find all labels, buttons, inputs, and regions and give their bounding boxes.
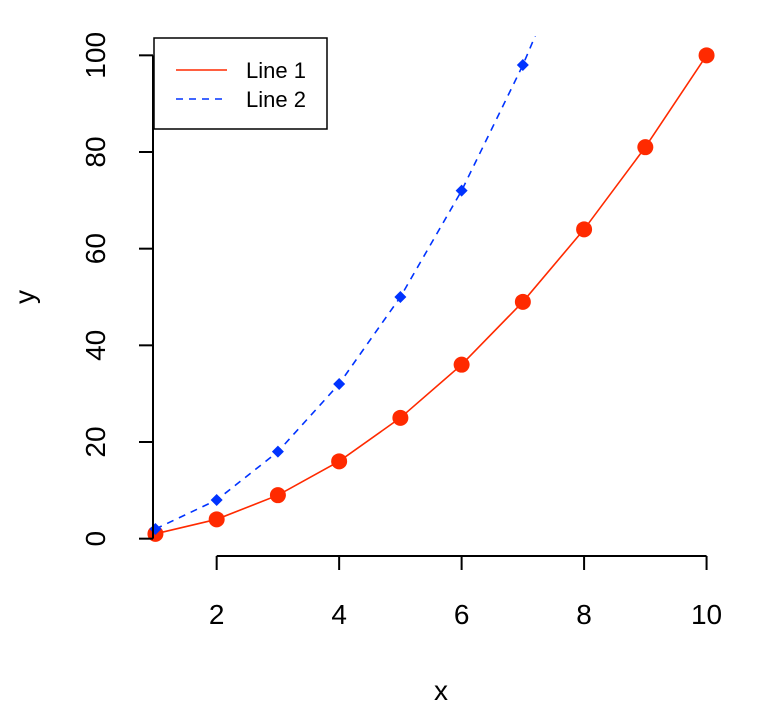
series-2-point [333, 378, 346, 390]
y-tick-label: 100 [80, 32, 111, 79]
series-1-point [208, 511, 225, 528]
x-axis-title: x [434, 675, 448, 706]
series-1-point [392, 409, 409, 426]
x-tick-label: 8 [576, 599, 592, 630]
series-1-point [576, 221, 593, 238]
legend-label-2: Line 2 [246, 87, 306, 112]
y-tick-label: 40 [80, 330, 111, 361]
x-tick-label: 6 [454, 599, 470, 630]
series-layer [147, 36, 715, 542]
series-line-2 [155, 36, 537, 530]
y-axis-title: y [9, 290, 40, 304]
series-2-point [516, 59, 529, 71]
series-1-point [453, 356, 470, 373]
series-1-point [514, 293, 531, 310]
series-2-point [210, 494, 223, 506]
series-2-point [271, 445, 284, 458]
y-tick-label: 20 [80, 426, 111, 457]
series-2-point [394, 291, 407, 303]
series-1-point [269, 487, 286, 504]
x-axis: 2 4 6 8 10 [209, 555, 722, 630]
series-2-point [455, 184, 468, 197]
y-tick-label: 60 [80, 233, 111, 264]
x-tick-label: 4 [331, 599, 347, 630]
y-tick-label: 80 [80, 136, 111, 167]
series-1-point [331, 453, 348, 470]
legend-box [153, 37, 328, 130]
legend-label-1: Line 1 [246, 58, 306, 83]
series-1-point [698, 47, 715, 64]
x-tick-label: 10 [691, 599, 722, 630]
series-line-1 [155, 54, 708, 535]
x-tick-label: 2 [209, 599, 225, 630]
y-tick-label: 0 [80, 531, 111, 547]
series-1-point [637, 139, 654, 156]
y-axis: 0 20 40 60 80 100 [80, 32, 154, 547]
legend: Line 1 Line 2 [153, 37, 328, 130]
